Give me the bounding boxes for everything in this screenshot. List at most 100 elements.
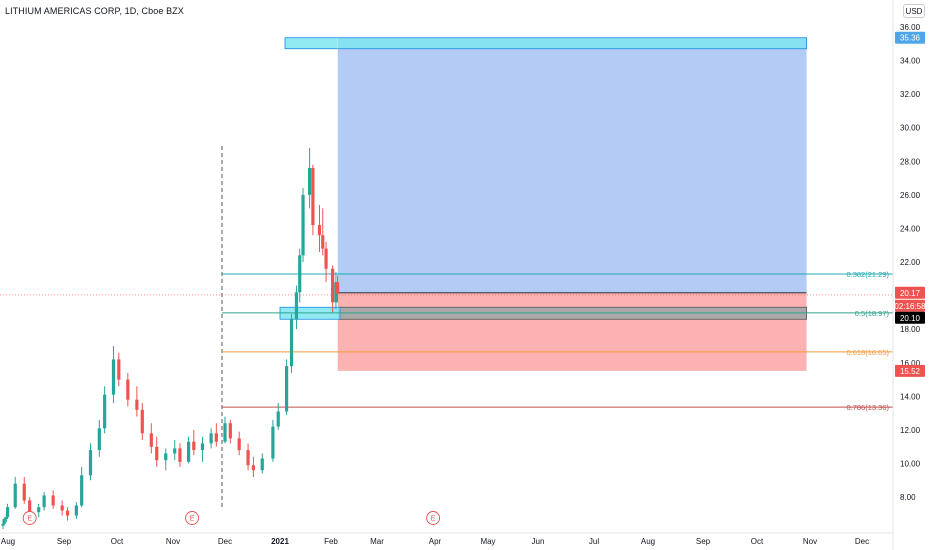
price-badges: 35.36 20.17 02:16:58 20.10 15.52 [894, 31, 926, 377]
candle-body [214, 433, 218, 442]
target-zone[interactable] [337, 37, 807, 293]
candle-body [237, 438, 241, 451]
candle-body [311, 168, 315, 226]
price-tick-label: 18.00 [900, 325, 921, 334]
earnings-marker-label: E [190, 516, 195, 523]
candle-body [51, 495, 55, 506]
stop-price-badge-bg [895, 364, 925, 377]
stop-zone[interactable] [337, 292, 807, 371]
candle-body [1, 523, 5, 526]
candle-body [111, 359, 116, 395]
candle-body [260, 458, 264, 471]
candle-body [4, 517, 8, 519]
price-tick-label: 22.00 [900, 258, 921, 267]
candle-body [103, 394, 107, 429]
entry-price-badge-bg [895, 286, 925, 299]
position-zones[interactable] [279, 37, 807, 371]
candle-body [65, 510, 70, 516]
candles [1, 147, 340, 530]
countdown-badge: 02:16:58 [894, 302, 926, 311]
price-tick-label: 16.00 [900, 359, 921, 368]
earnings-marker-label: E [27, 516, 32, 523]
time-tick-label: Aug [641, 537, 655, 546]
price-tick-label: 28.00 [900, 157, 921, 166]
price-tick-label: 10.00 [900, 460, 921, 469]
time-tick-label: Sep [696, 537, 711, 546]
fib-level-label: 0.786(13.36) [846, 403, 889, 412]
price-tick-label: 32.00 [900, 90, 921, 99]
earnings-icon[interactable] [185, 511, 200, 525]
candle-body [334, 282, 338, 303]
candle-body [88, 450, 93, 476]
candle-body [80, 475, 84, 506]
price-tick-label: 14.00 [900, 392, 921, 401]
candle-body [335, 282, 340, 294]
time-tick-label: Oct [751, 537, 764, 546]
candle-body [155, 446, 159, 461]
earnings-icon[interactable] [426, 511, 441, 525]
candle-body [22, 483, 26, 501]
candle-body [289, 319, 294, 367]
time-tick-label: May [480, 537, 495, 546]
current-price-badge-bg [895, 311, 925, 324]
price-tick-label: 36.00 [900, 23, 921, 32]
fib-level-label: 0.618(16.65) [846, 348, 889, 357]
price-tick-label: 30.00 [900, 124, 921, 133]
candle-body [301, 194, 305, 256]
chart-title: LITHIUM AMERICAS CORP, 1D, Cboe BZX [5, 6, 184, 16]
candle-body [331, 268, 335, 303]
target-selection-box[interactable] [284, 37, 807, 50]
fib-level-label: 0.382(21.29) [846, 270, 889, 279]
candle-body [149, 433, 153, 447]
candle-body [298, 255, 302, 293]
entry-price-badge: 20.17 [900, 289, 921, 298]
candle-body [251, 465, 255, 471]
candle-body [294, 292, 299, 320]
time-tick-label: Dec [218, 537, 232, 546]
time-tick-label: Sep [57, 537, 72, 546]
candle-body [126, 379, 130, 400]
price-tick-label: 34.00 [900, 57, 921, 66]
candle-body [74, 505, 78, 516]
candle-body [5, 507, 10, 518]
target-price-badge: 35.36 [900, 34, 921, 43]
candle-body [117, 359, 121, 380]
price-tick-label: 12.00 [900, 426, 921, 435]
time-tick-label: Nov [166, 537, 180, 546]
time-tick-label: Jul [589, 537, 599, 546]
price-tick-label: 24.00 [900, 224, 921, 233]
candle-body [37, 507, 41, 513]
candle-body [321, 235, 325, 249]
candle-body [13, 483, 17, 508]
countdown-badge-bg [895, 299, 925, 312]
candle-body [324, 248, 328, 269]
earnings-icon[interactable] [22, 511, 37, 525]
price-tick-label: 26.00 [900, 191, 921, 200]
candle-body [28, 500, 32, 513]
candle-body [276, 411, 280, 427]
currency-button[interactable]: USD [903, 4, 925, 18]
candle-body [173, 448, 177, 454]
time-tick-label: Feb [324, 537, 338, 546]
candle-body [223, 423, 227, 442]
candle-body [308, 168, 312, 195]
candle-body [178, 448, 182, 462]
fib-level-label: 0.5(18.97) [855, 309, 890, 318]
candle-body [284, 366, 289, 412]
stop-price-badge: 15.52 [900, 367, 921, 376]
time-tick-label: Jun [532, 537, 545, 546]
candle-body [271, 426, 275, 459]
candle-body [317, 225, 322, 236]
candle-body [228, 423, 232, 439]
time-tick-label: Apr [429, 537, 442, 546]
time-tick-label: Dec [855, 537, 869, 546]
candle-body [200, 443, 205, 451]
candle-body [60, 505, 64, 511]
price-tick-label: 8.00 [900, 493, 916, 502]
candle-body [140, 409, 144, 434]
time-tick-label: 2021 [271, 537, 289, 546]
candle-body [187, 441, 191, 462]
time-tick-label: Nov [803, 537, 817, 546]
